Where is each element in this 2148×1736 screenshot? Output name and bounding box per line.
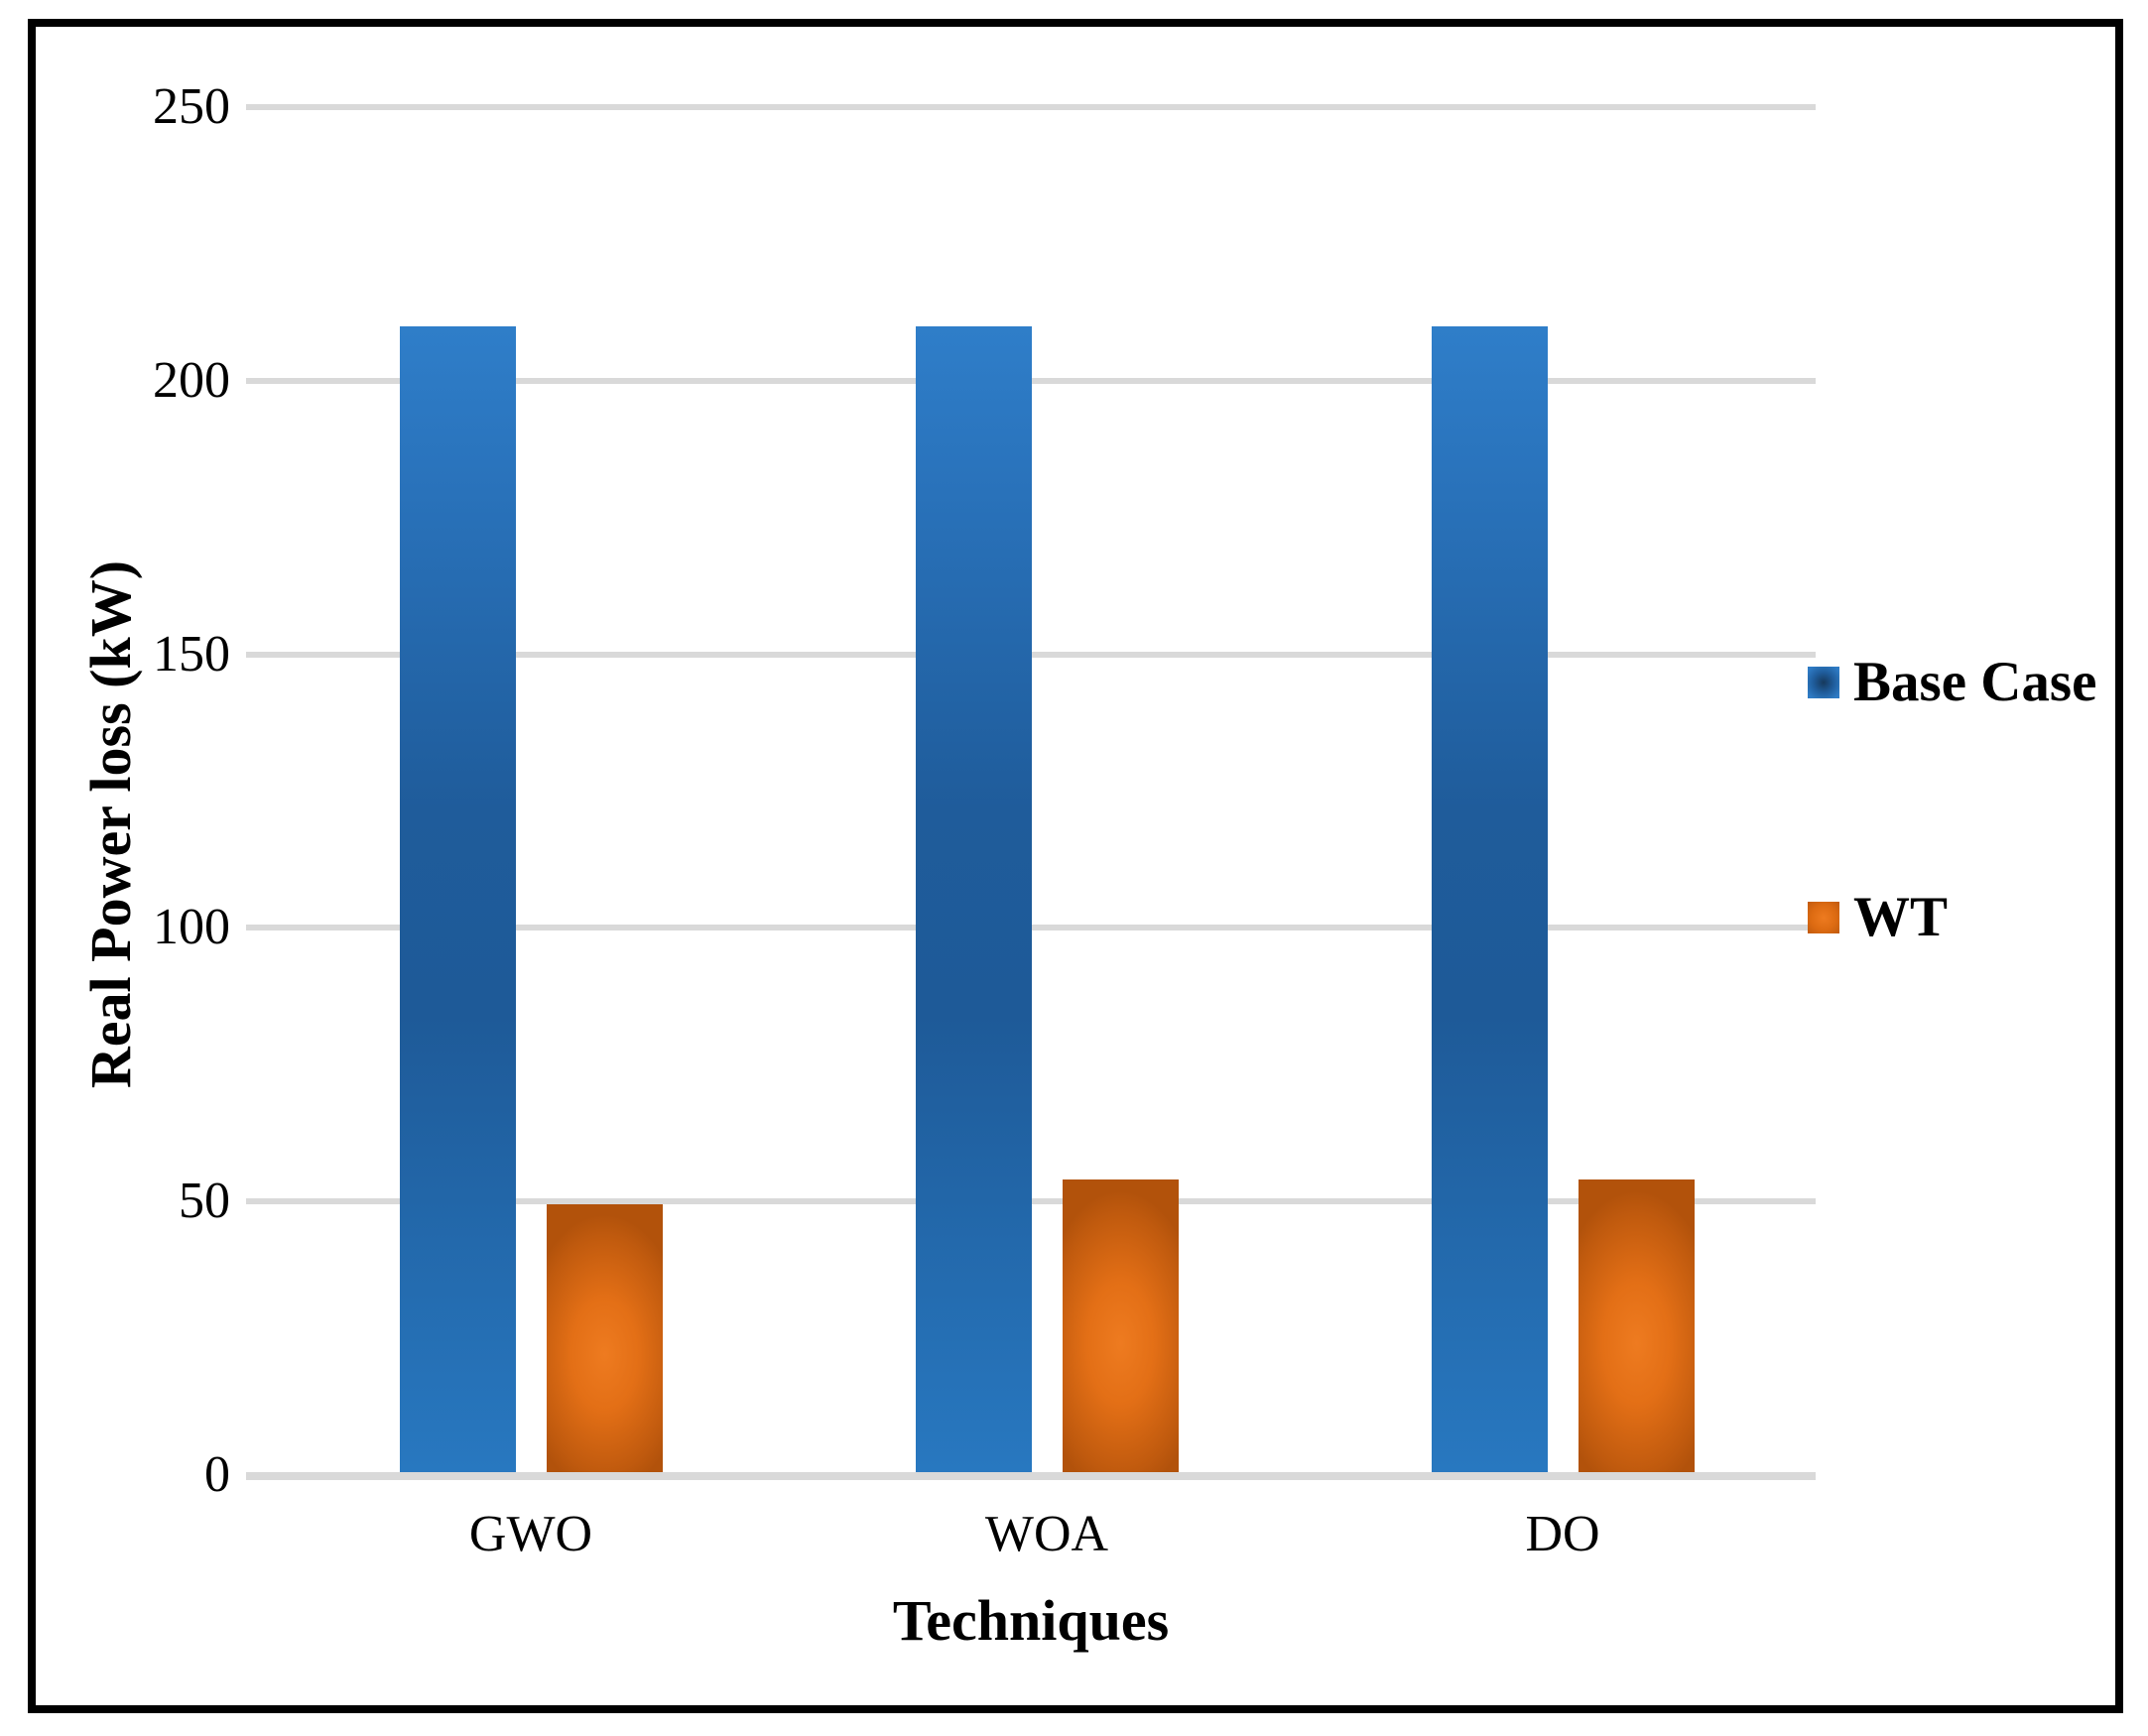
legend-swatch-icon	[1808, 667, 1839, 698]
bar-wt-gwo	[546, 1203, 663, 1472]
x-category-label-do: DO	[1525, 1506, 1600, 1562]
x-axis-line	[246, 1472, 1816, 1480]
legend-entry-base-case: Base Case	[1808, 653, 2096, 712]
y-tick-label-250: 250	[153, 78, 230, 135]
legend-label: WT	[1853, 886, 1949, 948]
legend-swatch-icon	[1808, 902, 1839, 933]
legend-entry-wt: WT	[1808, 888, 1948, 947]
legend-label: Base Case	[1853, 651, 2097, 713]
bar-base-case-do	[1431, 325, 1548, 1472]
y-tick-label-100: 100	[153, 899, 230, 956]
y-tick-label-200: 200	[153, 351, 230, 409]
bar-base-case-woa	[915, 325, 1032, 1472]
bar-wt-do	[1578, 1179, 1695, 1472]
x-axis-title: Techniques	[892, 1588, 1170, 1653]
bar-wt-woa	[1062, 1179, 1179, 1472]
bar-base-case-gwo	[399, 325, 516, 1472]
gridline-250	[246, 104, 1816, 110]
x-category-label-gwo: GWO	[468, 1506, 593, 1562]
x-category-label-woa: WOA	[984, 1506, 1109, 1562]
figure-border	[28, 19, 2123, 1713]
y-tick-label-0: 0	[204, 1446, 230, 1503]
y-tick-label-50: 50	[179, 1173, 230, 1230]
y-tick-label-150: 150	[153, 625, 230, 682]
y-axis-title: Real Power loss (kW)	[78, 559, 143, 1089]
